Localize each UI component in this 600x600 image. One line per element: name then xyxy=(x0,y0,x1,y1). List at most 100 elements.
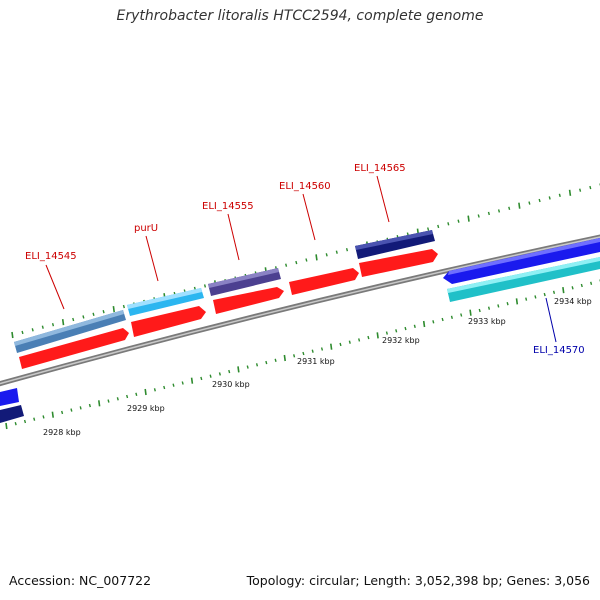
tick-mark-scale xyxy=(218,372,221,376)
gene-label-eli-14545[interactable]: ELI_14545 xyxy=(25,251,77,262)
tick-mark-scale xyxy=(5,422,8,430)
tick-mark-outer xyxy=(528,201,531,205)
tick-mark-scale xyxy=(51,411,54,418)
tick-mark-scale xyxy=(460,313,463,317)
tick-mark-scale xyxy=(552,290,556,294)
scale-label-2928: 2928 kbp xyxy=(43,428,81,437)
genome-summary-text: Topology: circular; Length: 3,052,398 bp… xyxy=(246,573,590,588)
label-leaders xyxy=(45,175,557,343)
tick-mark-scale xyxy=(181,381,184,385)
tick-mark-outer xyxy=(518,202,521,209)
gene-label-eli-14565[interactable]: ELI_14565 xyxy=(354,163,406,174)
tick-mark-outer xyxy=(285,263,288,267)
gene-label-puru[interactable]: purU xyxy=(134,223,158,234)
tick-mark-scale xyxy=(562,286,565,294)
tick-mark-scale xyxy=(228,369,231,374)
tick-mark-outer xyxy=(508,206,511,210)
tick-mark-scale xyxy=(395,329,398,333)
tick-mark-scale xyxy=(23,419,27,424)
tick-mark-scale xyxy=(283,354,286,362)
tick-mark-outer xyxy=(72,317,75,322)
tick-mark-outer xyxy=(487,211,490,216)
tick-mark-scale xyxy=(116,397,119,401)
gene-label-eli-14560[interactable]: ELI_14560 xyxy=(279,181,331,192)
scale-label-2932: 2932 kbp xyxy=(382,336,420,345)
cds-bar-puru xyxy=(131,306,206,337)
tick-mark-scale xyxy=(302,351,305,356)
tick-mark-scale xyxy=(200,376,203,381)
tick-mark-scale xyxy=(172,383,175,387)
tick-mark-scale xyxy=(376,332,379,339)
tick-mark-scale xyxy=(98,400,101,407)
tick-mark-outer xyxy=(477,214,480,218)
cds-bar-eli-14560 xyxy=(289,268,359,295)
tick-mark-scale xyxy=(413,324,416,328)
tick-mark-scale xyxy=(33,417,36,421)
scale-label-2931: 2931 kbp xyxy=(297,357,335,366)
feature-puru[interactable] xyxy=(127,288,206,337)
gene-label-eli-14570[interactable]: ELI_14570 xyxy=(533,345,585,356)
tick-mark-outer xyxy=(61,318,65,326)
tick-mark-outer xyxy=(295,260,298,265)
tick-mark-scale xyxy=(450,315,453,319)
tick-mark-scale xyxy=(534,295,537,299)
tick-mark-scale xyxy=(265,360,268,365)
tick-mark-outer xyxy=(467,215,470,222)
tick-mark-scale xyxy=(330,343,333,350)
tick-mark-scale xyxy=(79,406,82,410)
tick-mark-scale xyxy=(311,349,314,353)
tick-mark-outer xyxy=(41,325,44,329)
feature-eli-14545[interactable] xyxy=(14,310,129,369)
map-title: Erythrobacter litoralis HTCC2594, comple… xyxy=(116,8,484,24)
feature-offscreen-left xyxy=(0,388,24,423)
tick-mark-outer xyxy=(538,198,541,203)
tick-mark-scale xyxy=(274,358,277,362)
tick-mark-outer xyxy=(497,209,501,213)
tick-mark-scale xyxy=(339,342,342,347)
tick-mark-scale xyxy=(385,331,388,335)
cds-bar-eli-14555 xyxy=(213,287,284,314)
tick-mark-outer xyxy=(31,328,34,332)
tick-mark-scale xyxy=(42,415,45,419)
tick-mark-scale xyxy=(135,392,138,396)
genome-backbone xyxy=(0,234,600,387)
tick-mark-scale xyxy=(571,286,574,290)
tick-mark-scale xyxy=(190,377,194,384)
tick-mark-scale xyxy=(246,365,249,369)
feature-eli-14570[interactable] xyxy=(443,238,600,302)
tick-mark-scale xyxy=(506,302,509,306)
tick-mark-scale xyxy=(126,394,129,399)
tick-row-scale xyxy=(5,279,600,430)
tick-mark-outer xyxy=(82,315,85,319)
tick-mark-outer xyxy=(558,193,561,197)
tick-mark-outer xyxy=(437,224,440,229)
tick-mark-scale xyxy=(487,306,491,310)
tick-mark-scale xyxy=(153,388,156,392)
tick-mark-scale xyxy=(144,388,147,396)
tick-mark-outer xyxy=(568,189,572,196)
feature-eli-14555[interactable] xyxy=(208,268,284,314)
tick-mark-scale xyxy=(404,326,407,331)
tick-mark-outer xyxy=(92,312,95,316)
gene-label-eli-14555[interactable]: ELI_14555 xyxy=(202,201,254,212)
feature-eli-14560[interactable] xyxy=(289,268,359,295)
tick-mark-scale xyxy=(478,308,481,313)
tick-mark-outer xyxy=(305,258,308,262)
tick-mark-scale xyxy=(580,283,583,288)
tick-mark-scale xyxy=(515,298,519,305)
tick-mark-scale xyxy=(590,281,593,285)
tick-mark-scale xyxy=(70,408,73,412)
tick-mark-outer xyxy=(579,188,582,192)
tick-mark-outer xyxy=(315,254,318,261)
accession-text: Accession: NC_007722 xyxy=(9,573,152,588)
tick-mark-scale xyxy=(107,399,110,403)
feature-eli-14565[interactable] xyxy=(355,230,438,277)
tick-mark-outer xyxy=(335,250,338,254)
tick-mark-scale xyxy=(255,363,259,367)
cds-bar-eli-14565 xyxy=(359,249,438,277)
tick-mark-outer xyxy=(112,305,115,313)
tick-mark-scale xyxy=(543,292,546,297)
tick-mark-scale xyxy=(348,340,351,344)
